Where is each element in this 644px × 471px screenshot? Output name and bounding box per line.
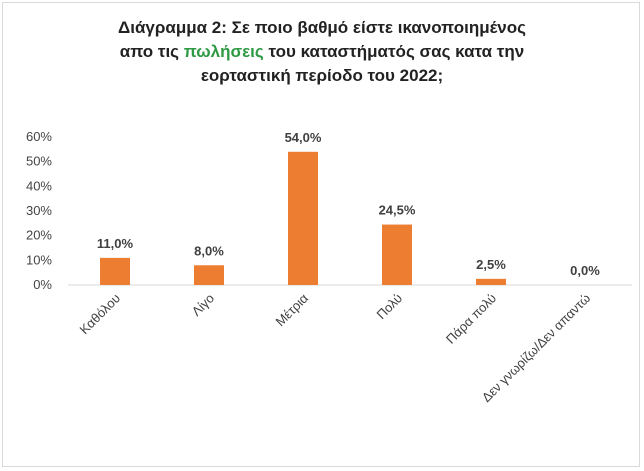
- category-label: Καθόλου: [77, 291, 124, 338]
- category-label: Πολύ: [374, 291, 406, 323]
- title-line-2: απο τις πωλήσεις του καταστήματός σας κα…: [0, 40, 644, 64]
- bar: [100, 257, 130, 285]
- title-line-1: Διάγραμμα 2: Σε ποιο βαθμό είστε ικανοπο…: [118, 18, 526, 37]
- y-tick-label: 10%: [26, 252, 52, 267]
- chart-frame: [2, 2, 640, 467]
- category-label: Πάρα πολύ: [443, 291, 499, 347]
- title-line-2-start: απο τις: [119, 42, 184, 61]
- data-label: 8,0%: [194, 243, 224, 258]
- category-label: Μέτρια: [273, 290, 312, 329]
- y-tick-label: 50%: [26, 154, 52, 169]
- category-label: Δεν γνωρίζω/Δεν απαντώ: [479, 291, 593, 405]
- title-line-3: εορταστική περίοδο του 2022;: [200, 66, 444, 85]
- data-label: 24,5%: [379, 203, 416, 218]
- data-label: 11,0%: [97, 236, 134, 251]
- data-label: 54,0%: [285, 130, 322, 145]
- data-labels: 11,0% 8,0% 54,0% 24,5% 2,5% 0,0%: [97, 130, 600, 278]
- bar: [476, 278, 506, 285]
- category-label: Λίγο: [189, 291, 218, 320]
- y-tick-label: 60%: [26, 129, 52, 144]
- data-label: 2,5%: [476, 257, 506, 272]
- title-highlight-word: πωλήσεις: [183, 42, 264, 61]
- data-label: 0,0%: [570, 263, 600, 278]
- title-line-2-end: του καταστήματός σας κατα την: [263, 42, 525, 61]
- y-tick-label: 40%: [26, 178, 52, 193]
- bars: [100, 151, 506, 285]
- chart-title: Διάγραμμα 2: Σε ποιο βαθμό είστε ικανοπο…: [0, 16, 644, 88]
- bar: [382, 224, 412, 285]
- y-tick-label: 30%: [26, 203, 52, 218]
- y-tick-label: 0%: [33, 277, 52, 292]
- bar: [288, 151, 318, 285]
- y-tick-label: 20%: [26, 228, 52, 243]
- bar: [194, 265, 224, 285]
- y-axis-ticks: 0% 10% 20% 30% 40% 50% 60%: [26, 129, 52, 292]
